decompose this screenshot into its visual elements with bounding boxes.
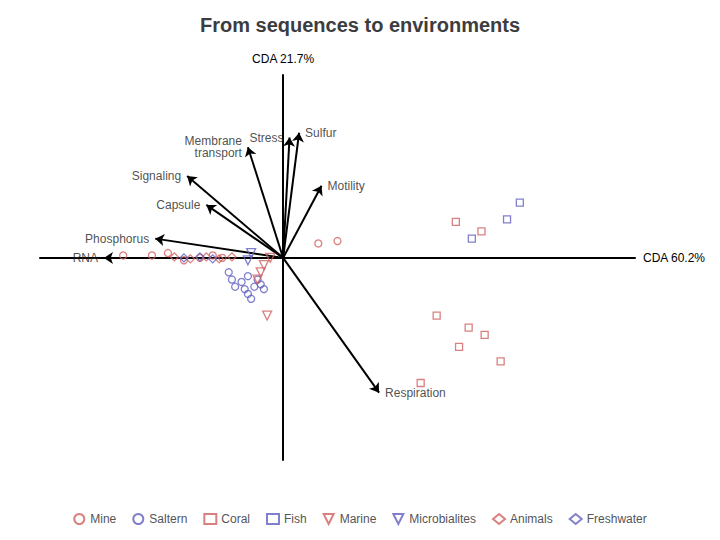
svg-text:Motility: Motility (328, 179, 365, 193)
svg-text:Phosphorus: Phosphorus (85, 232, 149, 246)
svg-text:Membrane: Membrane (184, 134, 242, 149)
svg-text:Coral: Coral (221, 512, 250, 526)
svg-text:Marine: Marine (340, 512, 377, 526)
svg-text:Stress: Stress (250, 131, 284, 145)
svg-text:Signaling: Signaling (132, 169, 181, 183)
svg-text:CDA 60.2%: CDA 60.2% (643, 251, 705, 265)
svg-text:Mine: Mine (90, 512, 116, 526)
svg-text:transport: transport (195, 146, 243, 160)
svg-text:Freshwater: Freshwater (587, 512, 647, 526)
svg-text:Animals: Animals (510, 512, 553, 526)
svg-text:Saltern: Saltern (149, 512, 187, 526)
svg-text:RNA: RNA (73, 251, 98, 265)
svg-text:From sequences to environments: From sequences to environments (200, 14, 520, 36)
svg-text:Capsule: Capsule (156, 198, 200, 212)
svg-text:CDA 21.7%: CDA 21.7% (252, 52, 314, 66)
svg-text:Fish: Fish (284, 512, 307, 526)
svg-text:Sulfur: Sulfur (305, 126, 336, 140)
svg-text:Respiration: Respiration (385, 386, 446, 400)
svg-text:Microbialites: Microbialites (409, 512, 476, 526)
